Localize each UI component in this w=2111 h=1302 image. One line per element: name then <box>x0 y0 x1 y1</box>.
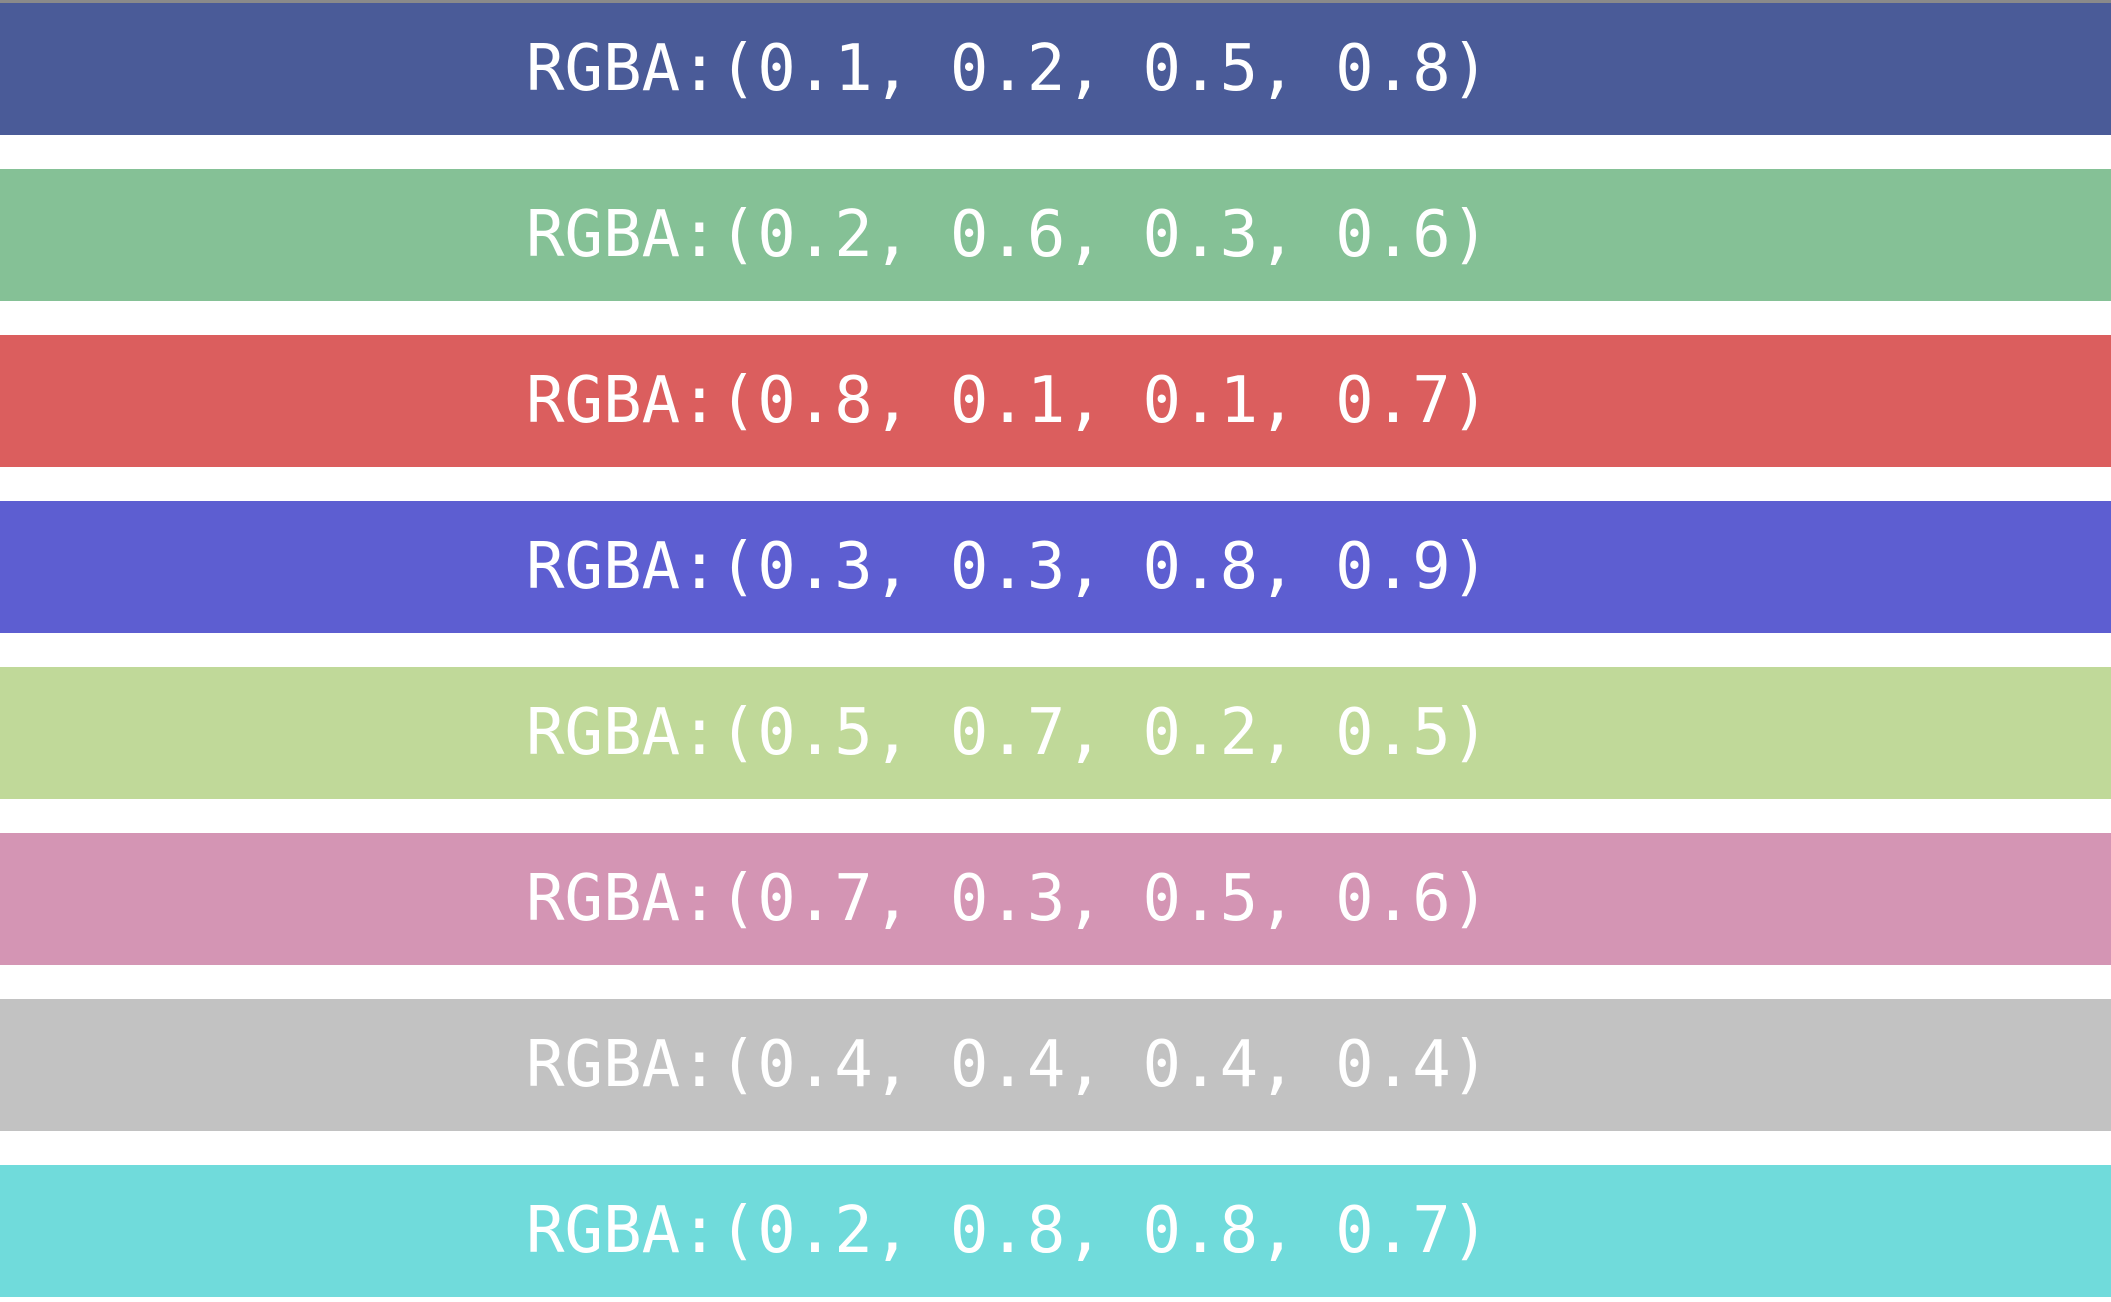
top-divider <box>0 0 2111 3</box>
swatch-label: RGBA:(0.3, 0.3, 0.8, 0.9) <box>526 530 1490 604</box>
swatch-label: RGBA:(0.1, 0.2, 0.5, 0.8) <box>526 32 1490 106</box>
swatch-row: RGBA:(0.7, 0.3, 0.5, 0.6) <box>0 833 2111 965</box>
swatch-label: RGBA:(0.2, 0.6, 0.3, 0.6) <box>526 198 1490 272</box>
swatch-row: RGBA:(0.5, 0.7, 0.2, 0.5) <box>0 667 2111 799</box>
swatch-label: RGBA:(0.8, 0.1, 0.1, 0.7) <box>526 364 1490 438</box>
swatch-label: RGBA:(0.7, 0.3, 0.5, 0.6) <box>526 862 1490 936</box>
swatch-label: RGBA:(0.4, 0.4, 0.4, 0.4) <box>526 1028 1490 1102</box>
swatch-row: RGBA:(0.3, 0.3, 0.8, 0.9) <box>0 501 2111 633</box>
swatch-row: RGBA:(0.2, 0.6, 0.3, 0.6) <box>0 169 2111 301</box>
swatch-label: RGBA:(0.5, 0.7, 0.2, 0.5) <box>526 696 1490 770</box>
swatch-label: RGBA:(0.2, 0.8, 0.8, 0.7) <box>526 1194 1490 1268</box>
swatch-row: RGBA:(0.8, 0.1, 0.1, 0.7) <box>0 335 2111 467</box>
swatch-row: RGBA:(0.2, 0.8, 0.8, 0.7) <box>0 1165 2111 1297</box>
swatch-row: RGBA:(0.4, 0.4, 0.4, 0.4) <box>0 999 2111 1131</box>
swatch-row: RGBA:(0.1, 0.2, 0.5, 0.8) <box>0 3 2111 135</box>
